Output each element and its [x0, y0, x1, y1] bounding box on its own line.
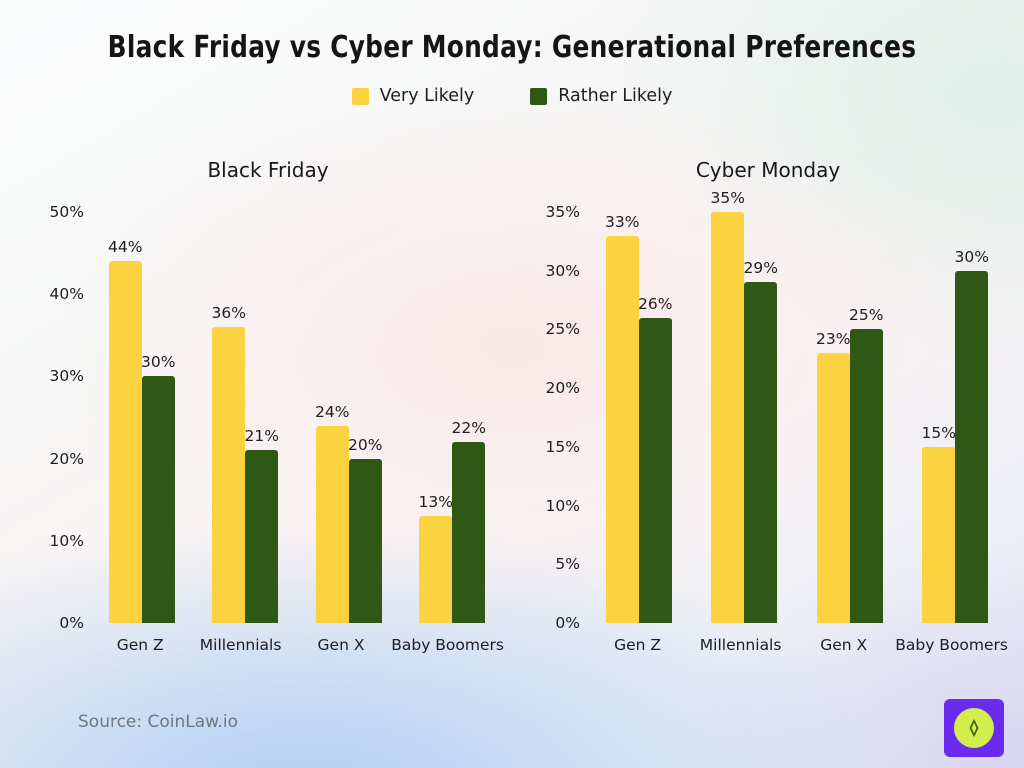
bar-rather-likely[interactable]: 25% [849, 306, 883, 623]
bar-rather-likely[interactable]: 20% [348, 436, 382, 623]
y-axis-tick: 10% [49, 531, 84, 550]
x-axis-label: Gen X [820, 636, 868, 654]
chart-legend: Very Likely Rather Likely [0, 86, 1024, 106]
bar-value-label: 22% [451, 419, 486, 438]
bar-value-label: 13% [418, 493, 453, 512]
y-axis-tick: 35% [545, 203, 580, 221]
bar-group: 33% 26% [586, 212, 692, 637]
bar-value-label: 35% [710, 189, 745, 207]
y-axis-tick: 25% [545, 320, 580, 339]
y-axis: 0% 5% 10% 15% 20% 25% 30% 35% [518, 203, 580, 637]
chart-panel-cyber-monday: Cyber Monday 0% 5% 10% 15% 20% 25% 30% 35% 33% 2… [518, 150, 1018, 670]
square-swatch-icon [530, 87, 548, 105]
bar-rather-likely[interactable]: 22% [452, 419, 486, 623]
bar-groups: 44% 30% 36% 21% 24% 20% 13% 22% [90, 212, 504, 637]
y-axis-tick: 15% [545, 437, 580, 456]
bar-value-label: 26% [638, 294, 673, 313]
y-axis-tick: 20% [49, 449, 84, 468]
bar-very-likely[interactable]: 35% [711, 189, 745, 623]
legend-item-very-likely: Very Likely [351, 86, 475, 106]
x-axis-labels: Gen Z Millennials Gen X Baby Boomers [586, 636, 1008, 654]
x-axis-label: Gen Z [614, 636, 661, 654]
y-axis-tick: 40% [49, 285, 84, 304]
y-axis-tick: 20% [545, 379, 580, 398]
bar-value-label: 24% [315, 402, 350, 421]
page-title: Black Friday vs Cyber Monday: Generation… [107, 30, 917, 65]
bar-group: 15% 30% [903, 212, 1009, 637]
bar-group: 36% 21% [194, 212, 298, 637]
bar-very-likely[interactable]: 44% [108, 238, 142, 623]
bar-groups: 33% 26% 35% 29% 23% 25% 15% 30% [586, 189, 1009, 637]
y-axis-tick: 0% [59, 614, 84, 632]
y-axis: 0% 10% 20% 30% 40% 50% [18, 203, 84, 637]
legend-item-rather-likely: Rather Likely [530, 86, 672, 106]
bar-value-label: 25% [849, 306, 884, 325]
bar-very-likely[interactable]: 15% [922, 424, 956, 623]
bar-value-label: 23% [816, 329, 851, 348]
bar-rather-likely[interactable]: 30% [955, 248, 989, 623]
bar-rather-likely[interactable]: 29% [744, 259, 778, 623]
bar-group: 35% 29% [692, 189, 798, 637]
bar-value-label: 20% [348, 435, 383, 454]
legend-label: Rather Likely [558, 86, 673, 106]
square-swatch-icon [351, 87, 369, 105]
panel-title: Cyber Monday [695, 158, 841, 182]
bar-very-likely[interactable]: 33% [605, 213, 639, 623]
plot-area: 0% 5% 10% 15% 20% 25% 30% 35% 33% 26% 35% 29% 23% 25… [518, 189, 1018, 654]
y-axis-tick: 10% [545, 496, 580, 515]
bar-rather-likely[interactable]: 26% [638, 295, 672, 623]
bar-value-label: 15% [921, 423, 956, 442]
bar-group: 24% 20% [297, 212, 401, 637]
bar-value-label: 44% [108, 238, 143, 257]
bar-group: 44% 30% [90, 212, 194, 637]
plot-area: 0% 10% 20% 30% 40% 50% 44% 30% 36% 21% 24% 20% 13% 2… [18, 203, 518, 654]
x-axis-label: Gen X [317, 636, 365, 654]
bar-value-label: 21% [244, 427, 279, 446]
bar-value-label: 36% [211, 304, 246, 323]
y-axis-tick: 50% [49, 203, 84, 221]
bar-value-label: 29% [743, 259, 778, 278]
bar-group: 13% 22% [401, 212, 505, 637]
x-axis-label: Baby Boomers [391, 636, 504, 654]
y-axis-tick: 30% [49, 367, 84, 386]
bar-group: 23% 25% [797, 212, 903, 637]
bar-very-likely[interactable]: 23% [816, 330, 850, 623]
x-axis-label: Millennials [699, 636, 782, 654]
coinlaw-compass-logo [944, 699, 1004, 757]
x-axis-label: Baby Boomers [895, 636, 1008, 654]
legend-label: Very Likely [379, 86, 475, 106]
bar-very-likely[interactable]: 13% [419, 493, 453, 623]
x-axis-labels: Gen Z Millennials Gen X Baby Boomers [90, 636, 504, 654]
bar-rather-likely[interactable]: 30% [141, 353, 175, 623]
y-axis-tick: 0% [555, 614, 580, 632]
compass-needle-icon [969, 719, 979, 737]
logo-circle [954, 708, 994, 748]
y-axis-tick: 5% [555, 555, 580, 574]
bar-rather-likely[interactable]: 21% [245, 427, 279, 623]
bar-value-label: 30% [954, 247, 989, 266]
bar-value-label: 30% [141, 353, 176, 372]
x-axis-label: Millennials [199, 636, 282, 654]
y-axis-tick: 30% [545, 261, 580, 280]
x-axis-label: Gen Z [116, 636, 164, 654]
bar-very-likely[interactable]: 36% [212, 304, 246, 623]
bar-very-likely[interactable]: 24% [315, 403, 349, 623]
source-caption: Source: CoinLaw.io [78, 712, 239, 732]
panel-title: Black Friday [207, 158, 329, 182]
chart-panel-black-friday: Black Friday 0% 10% 20% 30% 40% 50% 44% 30% 36%… [18, 150, 518, 670]
bar-value-label: 33% [605, 212, 640, 231]
